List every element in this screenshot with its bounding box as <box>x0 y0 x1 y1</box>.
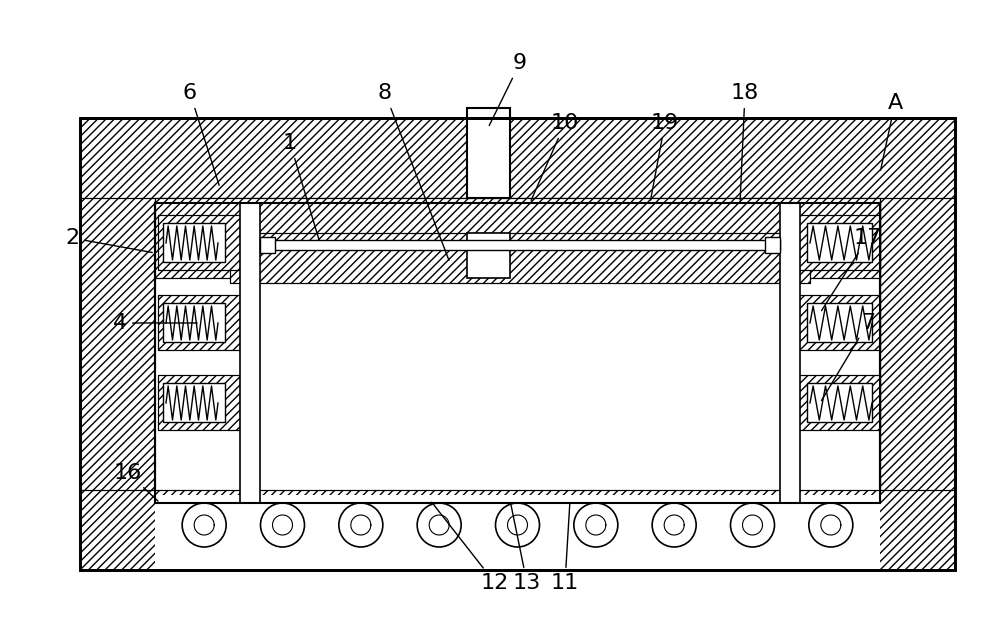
Bar <box>155 203 880 503</box>
Bar <box>467 233 510 278</box>
Bar <box>467 108 510 198</box>
Bar <box>158 295 240 350</box>
Bar <box>880 118 955 570</box>
Text: 13: 13 <box>511 503 541 593</box>
Bar <box>155 495 880 570</box>
Bar <box>807 303 872 342</box>
Bar <box>155 203 880 503</box>
Bar <box>155 198 880 278</box>
Bar <box>795 375 880 430</box>
Circle shape <box>339 503 383 547</box>
Text: 16: 16 <box>114 463 158 501</box>
Circle shape <box>182 503 226 547</box>
Bar <box>80 118 955 570</box>
Text: 7: 7 <box>821 313 875 401</box>
Circle shape <box>260 503 304 547</box>
Bar <box>80 118 955 198</box>
Bar <box>80 490 955 570</box>
Circle shape <box>417 503 461 547</box>
Text: 18: 18 <box>731 83 759 200</box>
Text: A: A <box>881 93 903 170</box>
Text: 4: 4 <box>113 313 197 333</box>
Bar <box>155 198 880 278</box>
Bar <box>80 118 955 570</box>
Bar <box>163 303 225 342</box>
Text: 1: 1 <box>283 133 319 241</box>
Circle shape <box>574 503 618 547</box>
Text: 10: 10 <box>531 113 579 201</box>
Bar <box>807 383 872 422</box>
Bar <box>80 118 155 570</box>
Bar <box>260 240 780 250</box>
Bar <box>158 375 240 430</box>
Bar <box>240 203 260 503</box>
Bar <box>765 237 780 253</box>
Text: 2: 2 <box>65 228 152 253</box>
Bar <box>795 215 880 270</box>
Bar <box>230 233 810 283</box>
Bar <box>807 223 872 262</box>
Bar <box>80 118 955 570</box>
Circle shape <box>730 503 774 547</box>
Bar <box>260 237 275 253</box>
Text: 9: 9 <box>489 53 527 125</box>
Text: 8: 8 <box>378 83 449 260</box>
Text: 12: 12 <box>432 502 509 593</box>
Bar <box>163 223 225 262</box>
Bar <box>795 295 880 350</box>
Circle shape <box>496 503 540 547</box>
Bar <box>80 118 955 198</box>
Text: 17: 17 <box>821 228 882 311</box>
Bar <box>780 203 800 503</box>
Bar <box>158 215 240 270</box>
Bar <box>80 490 955 570</box>
Bar <box>795 295 880 350</box>
Circle shape <box>652 503 696 547</box>
Bar <box>163 383 225 422</box>
Bar <box>795 215 880 270</box>
Bar <box>795 375 880 430</box>
Bar <box>230 233 810 283</box>
Text: 11: 11 <box>551 503 579 593</box>
Bar <box>158 375 240 430</box>
Bar <box>880 118 955 570</box>
Bar <box>80 118 955 570</box>
Bar <box>158 215 240 270</box>
Bar <box>158 295 240 350</box>
Bar <box>80 118 155 570</box>
Text: 6: 6 <box>183 83 219 185</box>
Text: 19: 19 <box>651 113 679 200</box>
Circle shape <box>809 503 853 547</box>
